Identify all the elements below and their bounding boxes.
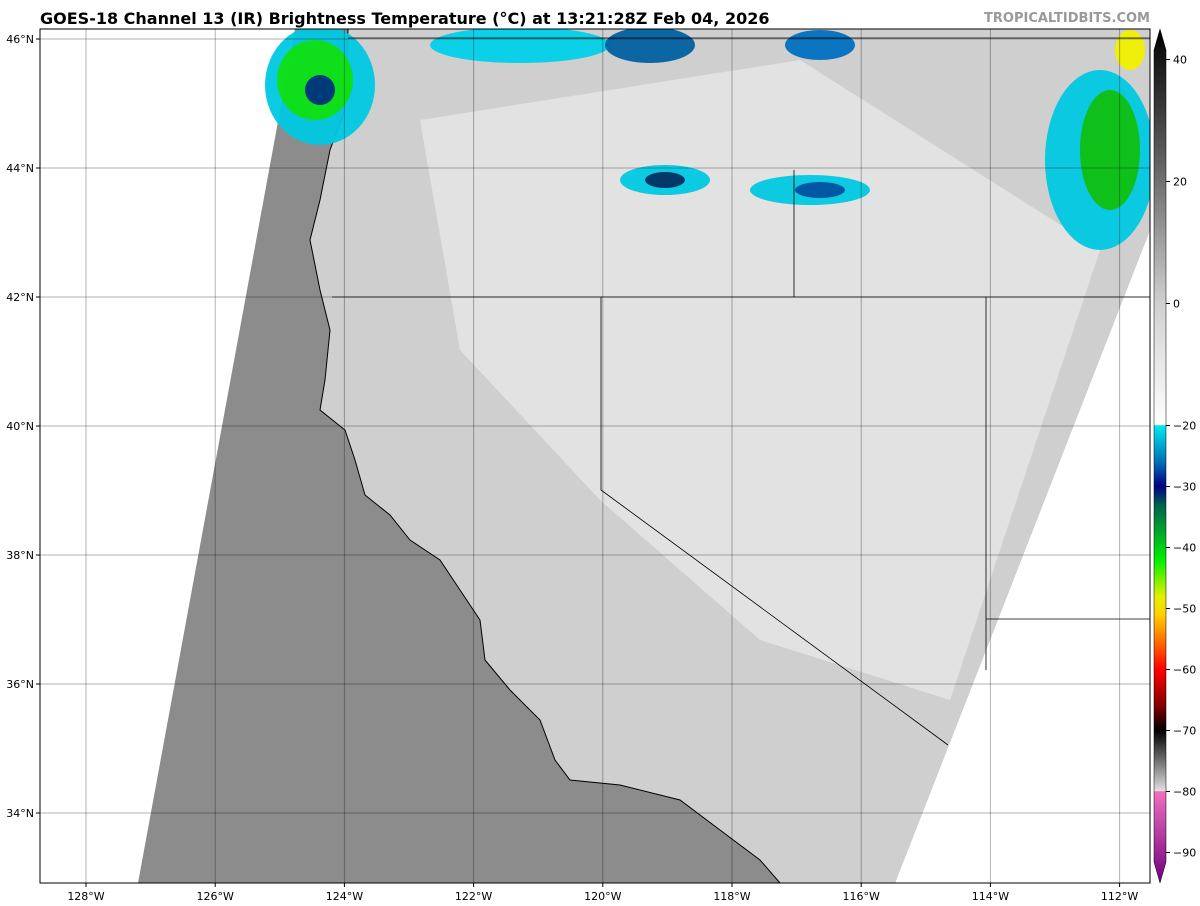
colorbar-tick-label: −60 [1173,664,1196,677]
colorbar-tick-label: 20 [1173,176,1187,189]
graticule [40,29,1150,883]
cloud-tops [265,29,1150,250]
map-frame [39,28,1151,884]
lon-label: 118°W [713,890,750,903]
colorbar-tick-label: 40 [1173,54,1187,67]
colorbar-tick-label: −30 [1173,481,1196,494]
lon-label: 122°W [455,890,492,903]
state-borders [332,37,1150,746]
colorbar-tick-label: −80 [1173,786,1196,799]
lon-label: 124°W [326,890,363,903]
colorbar-tick-label: 0 [1173,298,1180,311]
lon-label: 120°W [584,890,621,903]
lat-label: 34°N [6,807,34,820]
coastline [309,29,781,883]
lon-label: 114°W [972,890,1009,903]
lat-label: 38°N [6,549,34,562]
lat-label: 46°N [6,33,34,46]
colorbar-tick-label: −20 [1173,420,1196,433]
lon-label: 126°W [197,890,234,903]
colorbar-tick-label: −70 [1173,725,1196,738]
lat-label: 44°N [6,162,34,175]
colorbar-tick-label: −50 [1173,603,1196,616]
lat-label: 42°N [6,291,34,304]
lat-label: 40°N [6,420,34,433]
lon-label: 112°W [1101,890,1138,903]
lon-label: 128°W [67,890,104,903]
land-inner [420,60,1100,700]
colorbar [1153,28,1167,884]
lat-label: 36°N [6,678,34,691]
map-title: GOES-18 Channel 13 (IR) Brightness Tempe… [40,9,770,28]
brand-watermark: TROPICALTIDBITS.COM [984,11,1150,26]
lon-label: 116°W [843,890,880,903]
colorbar-tick-label: −40 [1173,542,1196,555]
colorbar-tick-label: −90 [1173,847,1196,860]
